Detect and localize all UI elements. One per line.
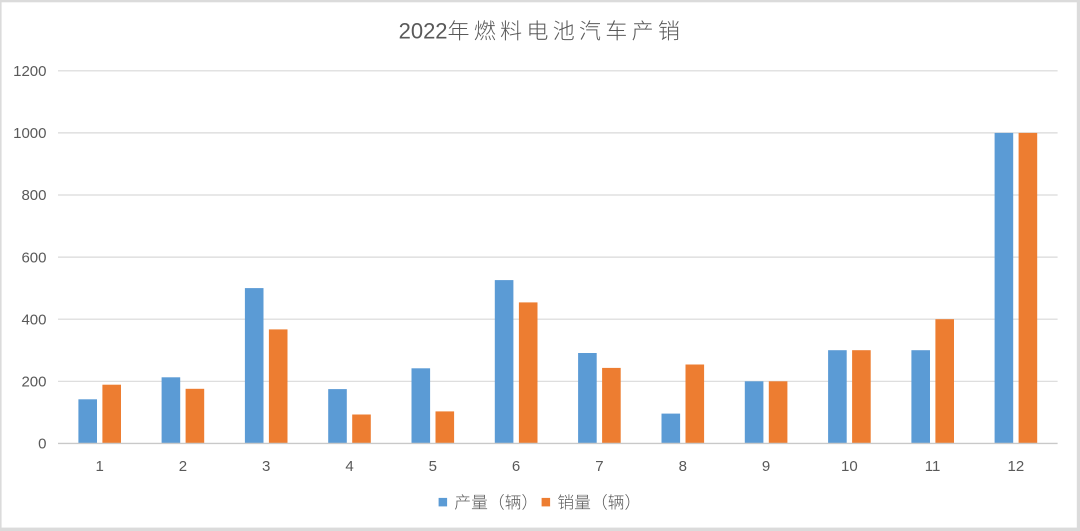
svg-text:9: 9	[762, 458, 770, 475]
svg-text:5: 5	[429, 458, 437, 475]
svg-text:600: 600	[21, 249, 46, 266]
svg-text:4: 4	[345, 458, 353, 475]
svg-text:800: 800	[21, 187, 46, 204]
svg-text:10: 10	[841, 458, 858, 475]
svg-text:1000: 1000	[13, 125, 46, 142]
svg-text:400: 400	[21, 311, 46, 328]
svg-text:8: 8	[679, 458, 687, 475]
svg-text:11: 11	[925, 458, 941, 475]
svg-text:2: 2	[179, 458, 187, 475]
svg-text:200: 200	[21, 374, 46, 391]
svg-text:1200: 1200	[13, 63, 46, 80]
svg-text:12: 12	[1008, 458, 1025, 475]
svg-text:0: 0	[38, 436, 46, 453]
svg-text:7: 7	[595, 458, 603, 475]
svg-text:1: 1	[96, 458, 104, 475]
svg-text:6: 6	[512, 458, 520, 475]
svg-text:3: 3	[262, 458, 270, 475]
svg-text:2022: 2022	[399, 19, 448, 44]
